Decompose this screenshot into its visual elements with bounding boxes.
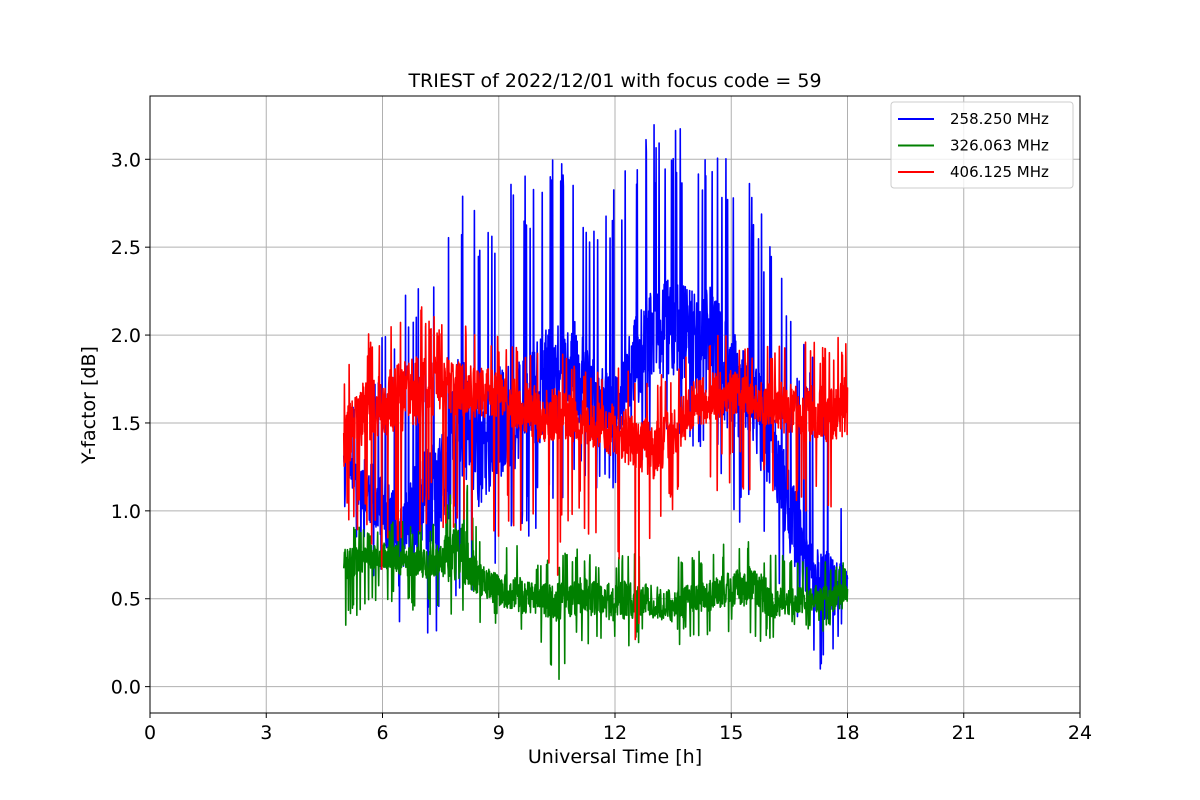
- series-line: [342, 306, 849, 641]
- chart-title: TRIEST of 2022/12/01 with focus code = 5…: [407, 70, 821, 92]
- legend-label: 326.063 MHz: [950, 137, 1049, 155]
- y-tick-label: 1.5: [111, 413, 141, 435]
- y-tick-label: 2.0: [111, 325, 141, 347]
- x-tick-label: 3: [260, 722, 272, 744]
- series-line: [342, 478, 849, 681]
- legend-label: 258.250 MHz: [950, 110, 1049, 128]
- y-tick-label: 0.5: [111, 589, 141, 611]
- plot-area: [342, 123, 849, 681]
- y-tick-label: 0.0: [111, 677, 141, 699]
- x-tick-label: 24: [1068, 722, 1092, 744]
- series-layer: [342, 123, 849, 681]
- x-tick-label: 0: [144, 722, 156, 744]
- y-axis: 0.0 0.5 1.0 1.5 2.0 2.5 3.0: [111, 149, 150, 699]
- legend-box: [890, 101, 1074, 189]
- x-axis-label: Universal Time [h]: [528, 746, 702, 768]
- y-tick-label: 1.0: [111, 501, 141, 523]
- legend-label: 406.125 MHz: [950, 163, 1049, 181]
- x-tick-label: 18: [835, 722, 859, 744]
- x-tick-label: 21: [952, 722, 976, 744]
- x-tick-label: 9: [493, 722, 505, 744]
- y-tick-label: 3.0: [111, 149, 141, 171]
- x-tick-label: 6: [376, 722, 388, 744]
- legend: 258.250 MHz 326.063 MHz 406.125 MHz: [890, 101, 1074, 189]
- x-tick-label: 15: [719, 722, 743, 744]
- x-axis: 0 3 6 9 12 15 18 21 24: [144, 713, 1092, 744]
- y-tick-label: 2.5: [111, 237, 141, 259]
- x-tick-label: 12: [603, 722, 627, 744]
- legend-entries: 258.250 MHz 326.063 MHz 406.125 MHz: [898, 110, 1049, 181]
- y-axis-label: Y-factor [dB]: [78, 346, 100, 465]
